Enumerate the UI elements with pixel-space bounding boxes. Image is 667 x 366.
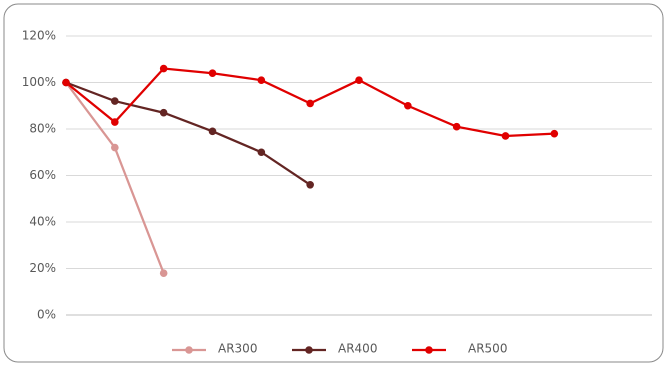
data-point [550,129,559,138]
data-point [159,269,168,277]
data-point [501,132,510,140]
series-line [65,81,311,186]
legend-label: AR400 [338,342,377,356]
data-point [208,69,217,77]
legend-label: AR500 [468,342,507,356]
legend-marker [425,346,433,354]
data-point [257,148,266,157]
y-tick-label: 100% [22,75,56,89]
legend-marker [305,346,313,354]
data-point [111,97,119,105]
y-tick-label: 20% [29,261,56,275]
legend-label: AR300 [218,342,257,356]
data-point [257,76,266,84]
chart-frame [3,3,664,363]
data-point [208,127,217,136]
data-point [452,122,461,131]
data-point [62,78,70,87]
data-point [355,76,363,84]
y-tick-label: 120% [22,29,56,43]
data-point [159,108,168,117]
data-point [111,118,119,126]
y-tick-label: 40% [29,215,56,229]
y-tick-label: 80% [29,122,56,136]
data-point [306,99,314,108]
data-point [404,101,412,110]
y-tick-label: 0% [37,308,56,322]
y-tick-label: 60% [29,168,56,182]
legend-marker [185,346,193,354]
data-point [306,181,314,189]
data-point [159,64,168,73]
data-point [111,143,119,152]
